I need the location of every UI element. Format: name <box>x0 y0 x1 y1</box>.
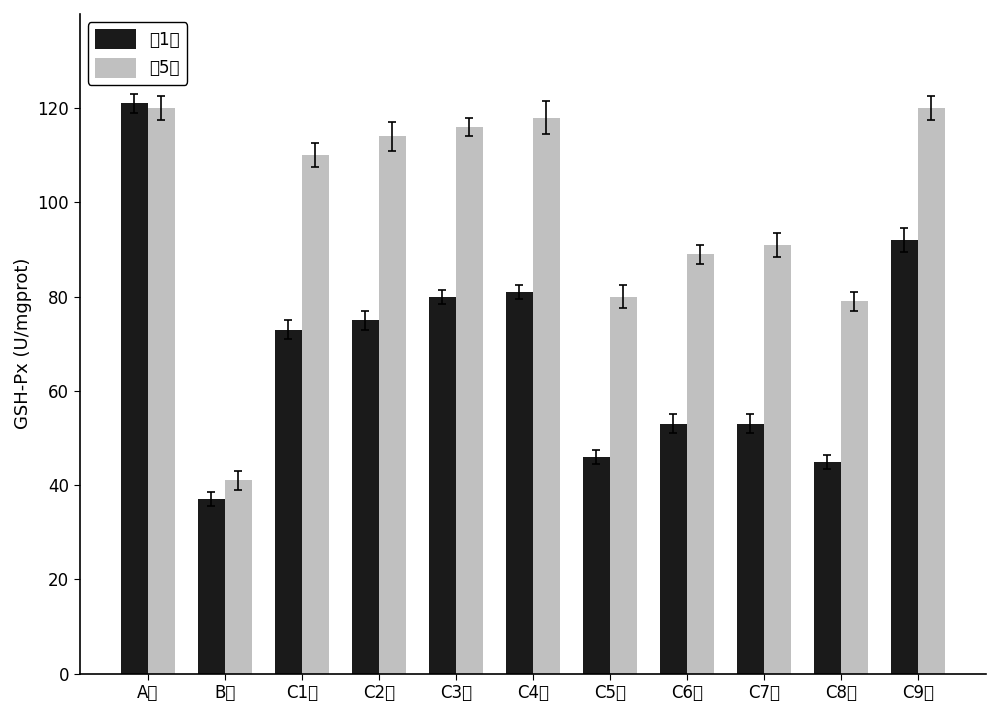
Bar <box>737 424 764 674</box>
Y-axis label: GSH-Px (U/mgprot): GSH-Px (U/mgprot) <box>14 258 32 430</box>
Bar <box>918 108 945 674</box>
Bar <box>764 245 791 674</box>
Bar <box>610 296 637 674</box>
Bar <box>841 301 868 674</box>
Bar <box>687 254 714 674</box>
Bar <box>583 457 610 674</box>
Bar <box>456 127 483 674</box>
Bar <box>275 329 302 674</box>
Bar <box>891 240 918 674</box>
Bar <box>533 117 560 674</box>
Bar <box>148 108 175 674</box>
Bar <box>379 137 406 674</box>
Bar <box>225 480 252 674</box>
Bar <box>814 462 841 674</box>
Bar <box>506 292 533 674</box>
Legend: 共1周, 共5周: 共1周, 共5周 <box>88 22 187 84</box>
Bar <box>121 103 148 674</box>
Bar <box>302 155 329 674</box>
Bar <box>660 424 687 674</box>
Bar <box>198 499 225 674</box>
Bar <box>352 320 379 674</box>
Bar <box>429 296 456 674</box>
